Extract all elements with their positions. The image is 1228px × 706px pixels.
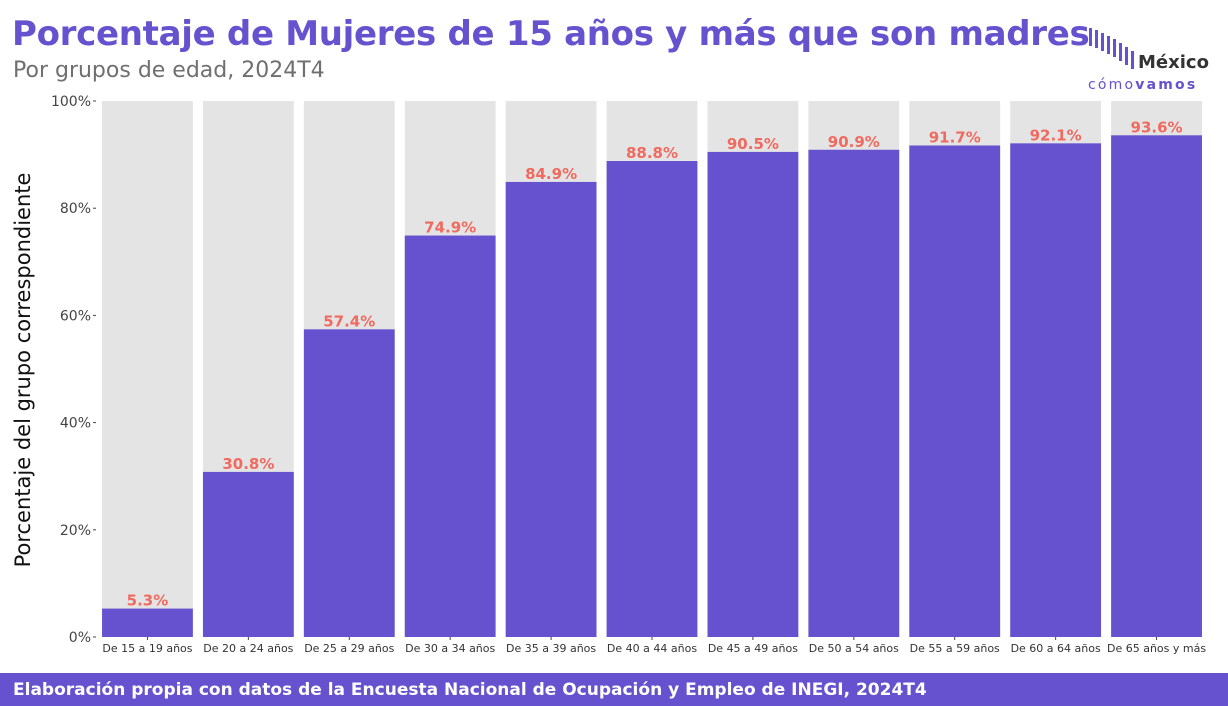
- footer-source-text: Elaboración propia con datos de la Encue…: [13, 680, 927, 700]
- bar: [102, 608, 193, 637]
- bar: [808, 149, 900, 637]
- x-tick-label: De 55 a 59 años: [910, 642, 1000, 655]
- bar-chart: 5.3% 30.8% 57.4% 74.9% 84.9% 88.8% 90.5% 90.9% 9…: [11, 94, 1206, 655]
- x-tick-label: De 25 a 29 años: [304, 642, 394, 655]
- x-axis: De 15 a 19 años De 20 a 24 años De 25 a 29…: [102, 637, 1206, 655]
- mexico-como-vamos-logo: México cómovamos: [1086, 24, 1220, 96]
- x-tick-label: De 15 a 19 años: [102, 642, 192, 655]
- bar: [1111, 135, 1202, 637]
- bar: [303, 329, 395, 637]
- bar: [202, 471, 294, 637]
- x-tick-label: De 20 a 24 años: [203, 642, 293, 655]
- bar: [606, 161, 698, 638]
- logo-text-como-vamos: cómovamos: [1088, 77, 1197, 93]
- y-tick-label: 60%: [60, 308, 91, 324]
- bar: [505, 181, 597, 637]
- x-tick-label: De 40 a 44 años: [607, 642, 697, 655]
- data-label: 74.9%: [424, 219, 476, 237]
- data-label: 90.9%: [828, 133, 880, 151]
- x-tick-label: De 30 a 34 años: [405, 642, 495, 655]
- y-axis-label: Porcentaje del grupo correspondiente: [11, 173, 35, 568]
- data-label: 90.5%: [727, 135, 779, 153]
- y-tick-label: 40%: [60, 416, 91, 432]
- bar: [1010, 143, 1102, 637]
- x-tick-label: De 60 a 64 años: [1011, 642, 1101, 655]
- data-label: 92.1%: [1030, 126, 1082, 144]
- x-tick-label: De 65 años y más: [1107, 642, 1206, 655]
- data-label: 91.7%: [929, 128, 981, 146]
- y-tick-label: 80%: [60, 201, 91, 217]
- logo-text-como: cómo: [1088, 77, 1136, 93]
- logo-bars-icon: [1089, 28, 1134, 69]
- data-label: 88.8%: [626, 144, 678, 162]
- data-label: 84.9%: [525, 165, 577, 183]
- logo-text-mexico: México: [1138, 52, 1209, 73]
- data-label: 57.4%: [323, 312, 375, 330]
- bar: [707, 151, 799, 638]
- y-tick-label: 20%: [60, 523, 91, 539]
- data-label: 93.6%: [1131, 118, 1183, 136]
- plot-area: 5.3% 30.8% 57.4% 74.9% 84.9% 88.8% 90.5% 90.9% 9…: [102, 101, 1202, 638]
- y-tick-label: 100%: [51, 94, 91, 110]
- y-axis: 0% 20% 40% 60% 80% 100%: [51, 94, 96, 646]
- bar: [909, 145, 1001, 637]
- background-bar: [102, 101, 193, 637]
- x-tick-label: De 35 a 39 años: [506, 642, 596, 655]
- logo-text-vamos: vamos: [1135, 77, 1198, 93]
- data-label: 5.3%: [127, 592, 169, 610]
- y-tick-label: 0%: [69, 630, 91, 646]
- bar: [404, 235, 496, 637]
- data-label: 30.8%: [222, 455, 274, 473]
- chart-subtitle: Por grupos de edad, 2024T4: [13, 58, 325, 83]
- footer-bar: Elaboración propia con datos de la Encue…: [0, 673, 1228, 706]
- x-tick-label: De 45 a 49 años: [708, 642, 798, 655]
- x-tick-label: De 50 a 54 años: [809, 642, 899, 655]
- chart-title: Porcentaje de Mujeres de 15 años y más q…: [12, 14, 1090, 54]
